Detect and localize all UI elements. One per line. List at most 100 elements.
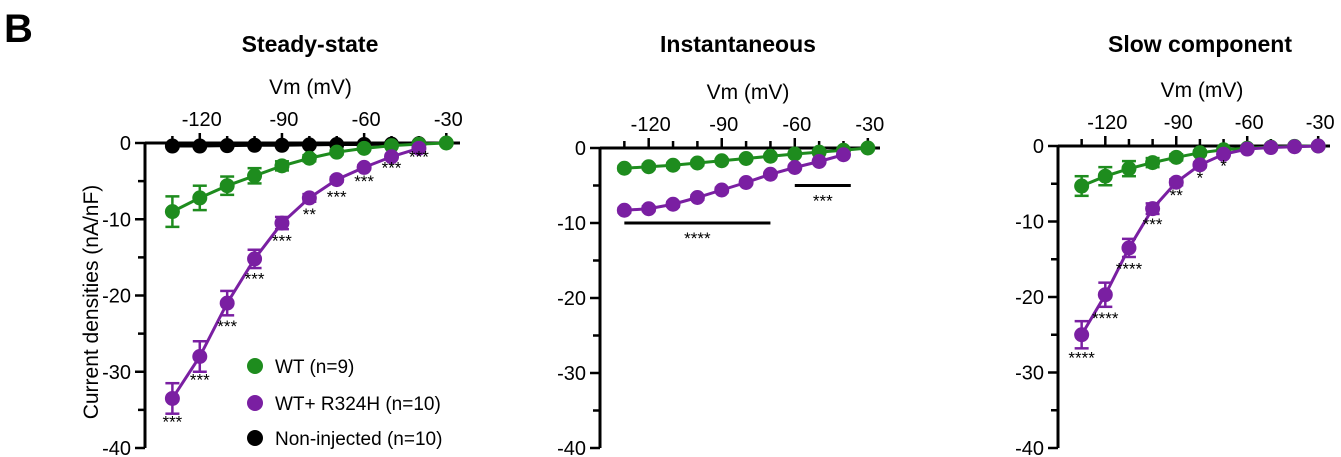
significance-label: *** bbox=[245, 270, 265, 289]
x-axis-label: Vm (mV) bbox=[707, 81, 790, 104]
data-point bbox=[192, 190, 208, 206]
data-point bbox=[762, 166, 778, 182]
data-point bbox=[665, 157, 681, 173]
series-line bbox=[171, 146, 420, 400]
significance-label: *** bbox=[382, 158, 402, 177]
data-point bbox=[665, 196, 681, 212]
x-tick-label: -90 bbox=[1164, 112, 1193, 134]
data-point bbox=[329, 172, 345, 188]
y-tick-label: -20 bbox=[557, 288, 586, 310]
y-tick-label: -30 bbox=[1015, 363, 1044, 385]
data-point bbox=[616, 160, 632, 176]
data-point bbox=[1192, 157, 1208, 173]
data-point bbox=[219, 295, 235, 311]
significance-label: *** bbox=[272, 232, 292, 251]
data-point bbox=[192, 349, 208, 364]
series-wt bbox=[164, 140, 427, 415]
significance-label: *** bbox=[1143, 215, 1163, 234]
data-point bbox=[1145, 155, 1161, 171]
data-point bbox=[714, 153, 730, 169]
x-tick-label: -30 bbox=[855, 114, 884, 136]
chart-title: Instantaneous bbox=[660, 31, 816, 57]
chart-panels: Steady-state Vm (mV) -120 -90 -60 -30 0 -10 -20 -… bbox=[102, 31, 1335, 457]
chart-panel-3: Slow component Vm (mV) -120 -90 -60 -30 0 -10 -2… bbox=[1015, 31, 1335, 457]
y-tick-label: -40 bbox=[557, 438, 586, 457]
data-point bbox=[384, 138, 400, 154]
legend-label: WT (n=9) bbox=[275, 357, 354, 378]
x-tick-label: -30 bbox=[1306, 112, 1335, 134]
data-point bbox=[762, 148, 778, 164]
data-point bbox=[1074, 178, 1090, 194]
data-point bbox=[641, 201, 657, 217]
data-point bbox=[164, 390, 180, 406]
data-point bbox=[1216, 146, 1232, 162]
data-point bbox=[274, 158, 290, 174]
data-point bbox=[714, 182, 730, 198]
significance-label: * bbox=[1197, 169, 1204, 188]
chart-panel-1: Steady-state Vm (mV) -120 -90 -60 -30 0 -10 -20 -… bbox=[102, 31, 463, 457]
legend-label: Non-injected (n=10) bbox=[275, 429, 442, 450]
x-tick-label: -60 bbox=[352, 109, 381, 131]
x-tick-label: -60 bbox=[1235, 112, 1264, 134]
data-point bbox=[274, 215, 290, 231]
data-point bbox=[1168, 149, 1184, 165]
data-point bbox=[1121, 240, 1137, 256]
data-point bbox=[219, 138, 235, 154]
chart-title: Slow component bbox=[1108, 31, 1292, 57]
y-tick-label: 0 bbox=[120, 133, 131, 155]
data-point bbox=[301, 137, 317, 153]
significance-label: **** bbox=[1116, 259, 1143, 278]
significance-label: **** bbox=[684, 229, 711, 248]
y-tick-label: -20 bbox=[1015, 287, 1044, 309]
chart-title: Steady-state bbox=[242, 31, 379, 57]
x-tick-label: -90 bbox=[270, 109, 299, 131]
y-axis-label: Current densities (nA/nF) bbox=[80, 185, 103, 420]
data-point bbox=[274, 137, 290, 153]
significance-label: *** bbox=[162, 412, 182, 431]
x-tick-label: -30 bbox=[434, 109, 463, 131]
legend-marker bbox=[247, 430, 263, 446]
data-point bbox=[247, 137, 263, 153]
y-tick-label: -10 bbox=[102, 209, 131, 231]
significance-label: *** bbox=[409, 148, 429, 167]
data-point bbox=[1192, 145, 1208, 161]
data-point bbox=[787, 160, 803, 175]
y-tick-label: -30 bbox=[557, 363, 586, 385]
data-point bbox=[1239, 141, 1255, 157]
data-point bbox=[219, 178, 235, 194]
data-point bbox=[738, 151, 754, 166]
x-axis-label: Vm (mV) bbox=[269, 76, 352, 99]
data-point bbox=[1310, 138, 1326, 154]
data-point bbox=[438, 135, 454, 151]
data-point bbox=[689, 190, 705, 205]
significance-label: ** bbox=[303, 205, 317, 224]
series-wt bbox=[616, 140, 876, 176]
series-wt bbox=[1074, 138, 1326, 350]
significance-label: *** bbox=[813, 192, 833, 211]
y-tick-label: 0 bbox=[1033, 136, 1044, 158]
x-axis-label: Vm (mV) bbox=[1161, 79, 1244, 102]
y-tick-label: -10 bbox=[1015, 212, 1044, 234]
legend-item: WT+ R324H (n=10) bbox=[247, 394, 441, 415]
data-point bbox=[1263, 140, 1279, 156]
x-tick-label: -60 bbox=[782, 114, 811, 136]
series-wt bbox=[616, 147, 851, 218]
y-tick-label: -40 bbox=[102, 438, 131, 457]
data-point bbox=[192, 138, 208, 154]
data-point bbox=[164, 138, 180, 154]
data-point bbox=[1145, 201, 1161, 217]
data-point bbox=[301, 190, 317, 206]
data-point bbox=[860, 140, 876, 156]
legend-label: WT+ R324H (n=10) bbox=[275, 394, 441, 415]
x-tick-label: -120 bbox=[182, 109, 222, 131]
significance-label: **** bbox=[1068, 348, 1095, 367]
y-tick-label: -10 bbox=[557, 213, 586, 235]
data-point bbox=[641, 159, 657, 175]
significance-label: *** bbox=[217, 317, 237, 336]
legend-marker bbox=[247, 358, 263, 374]
data-point bbox=[301, 150, 317, 166]
legend-marker bbox=[247, 395, 263, 411]
chart-panel-2: Instantaneous Vm (mV) -120 -90 -60 -30 0 -10 -20… bbox=[557, 31, 884, 457]
x-tick-label: -90 bbox=[709, 114, 738, 136]
